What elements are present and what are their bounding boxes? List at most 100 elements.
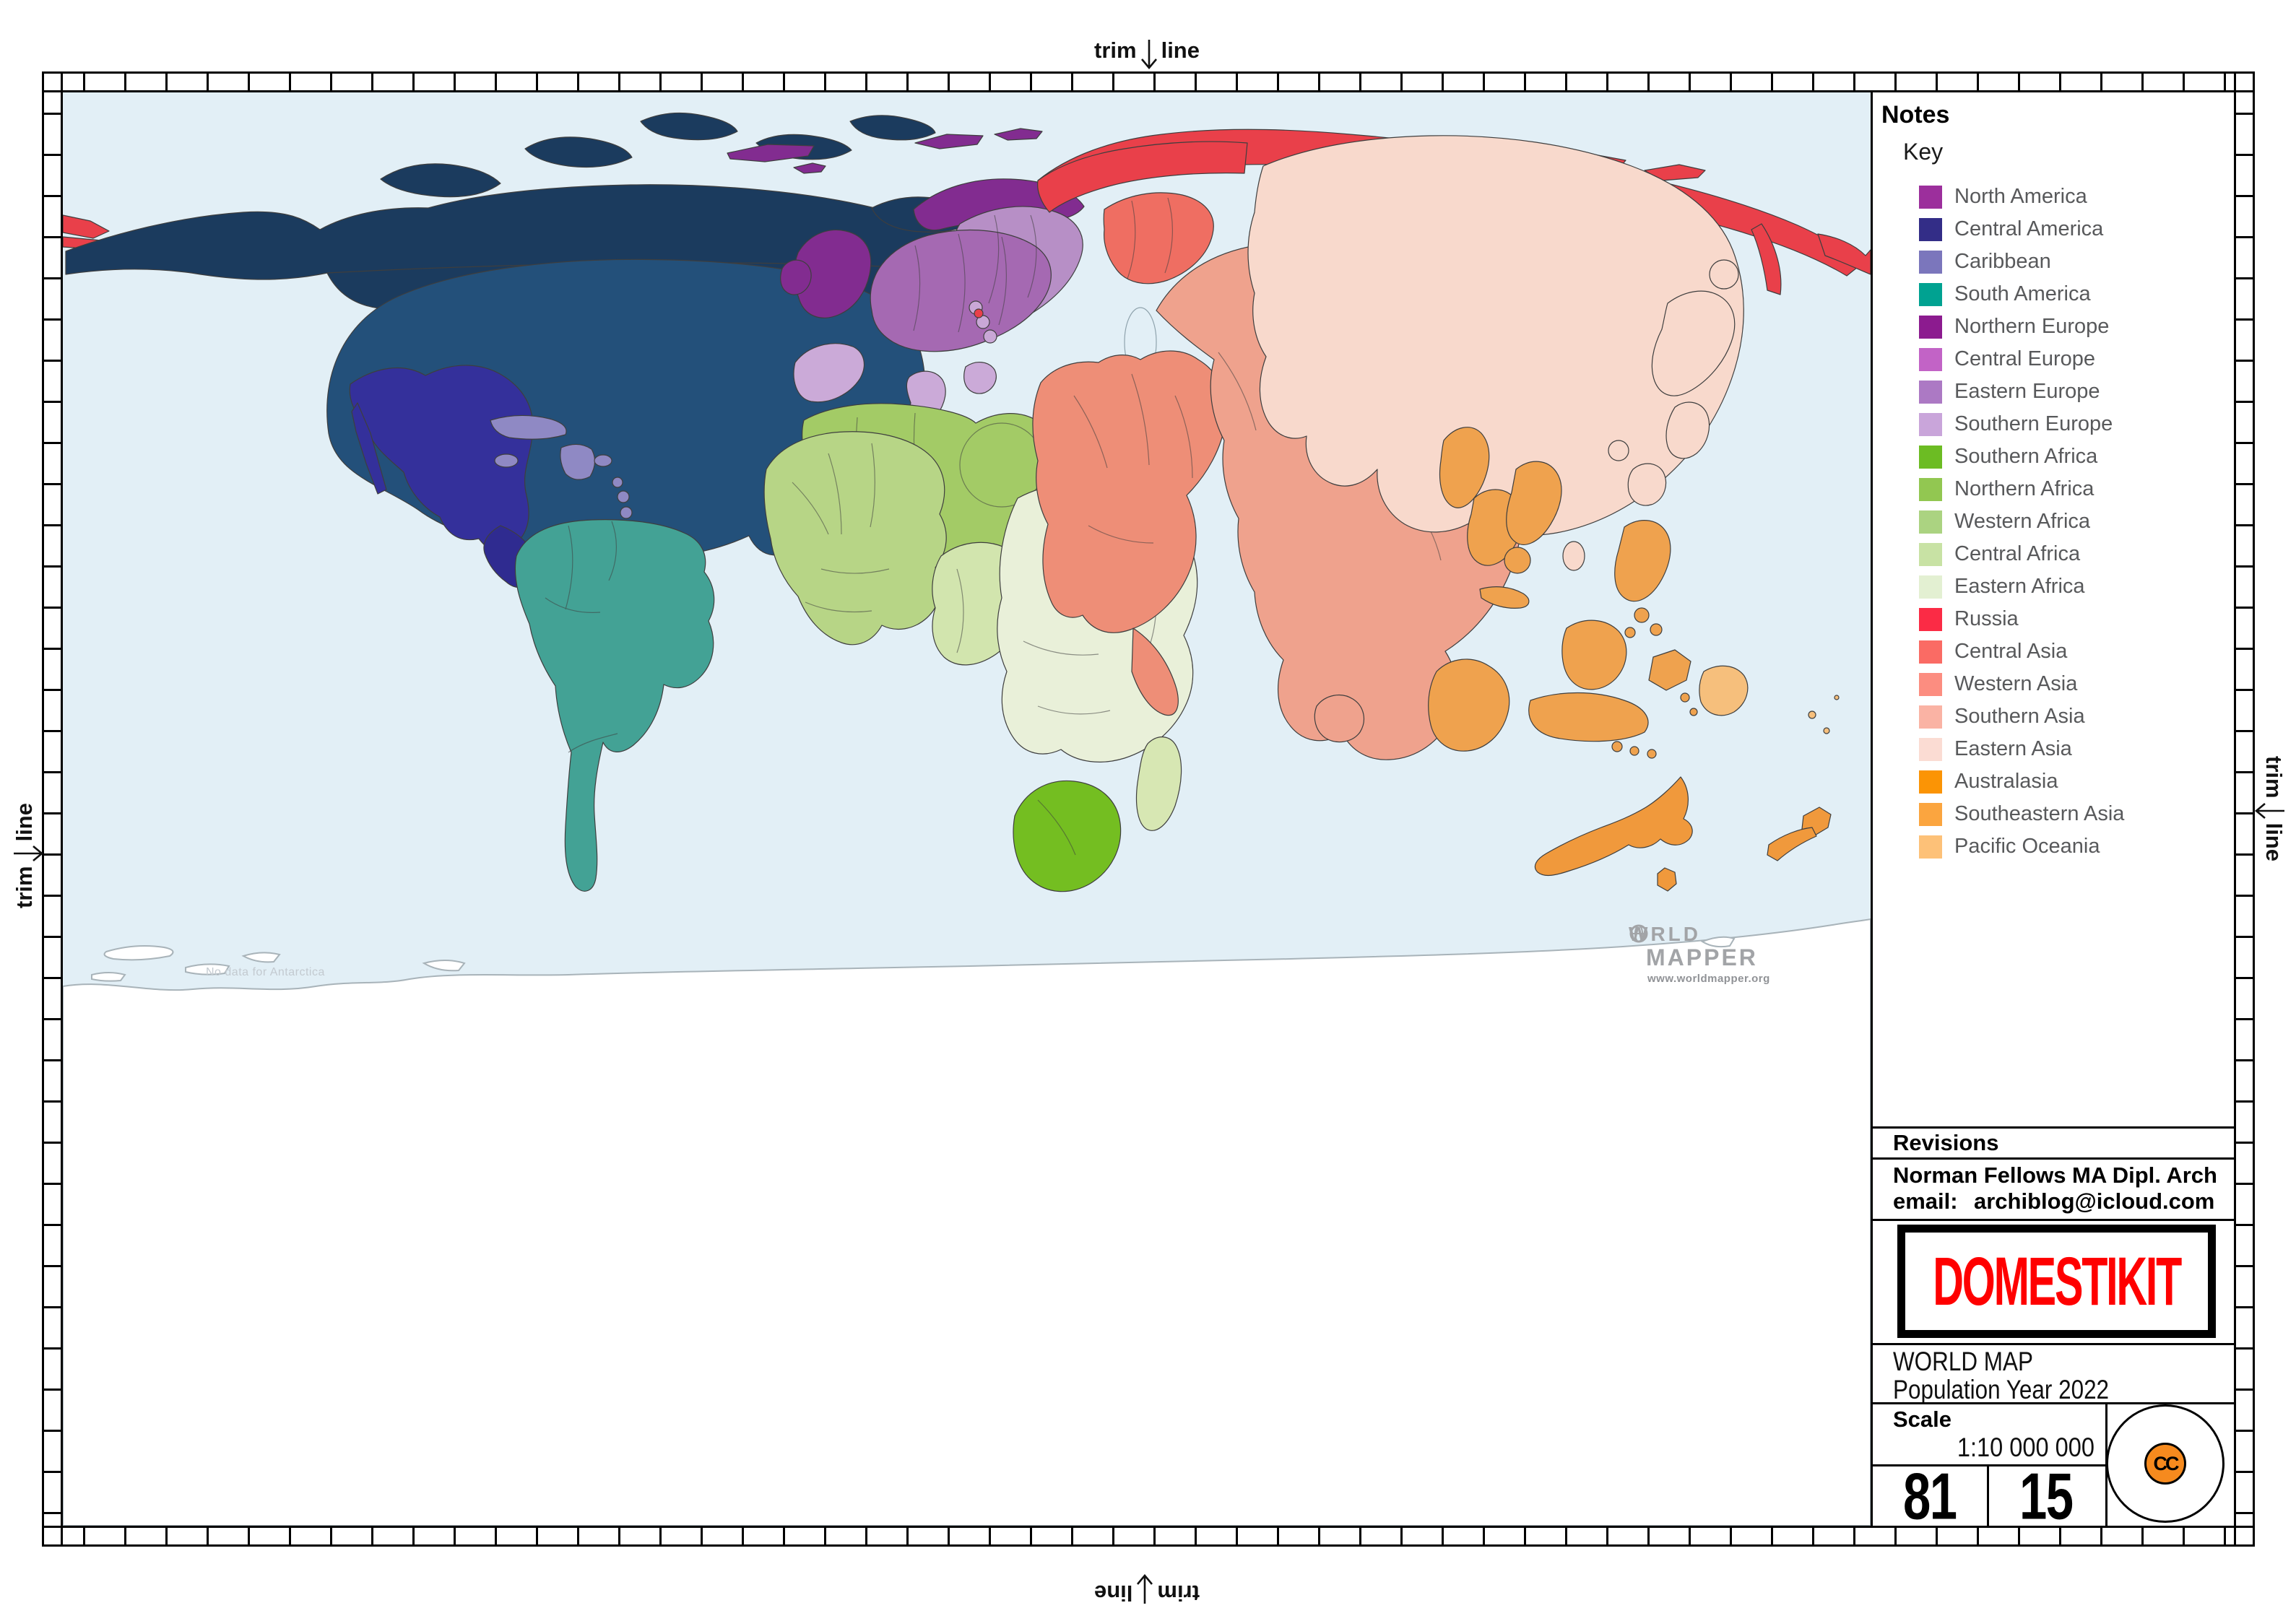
region-philippines — [1634, 607, 1650, 623]
region-cuba — [490, 414, 567, 440]
notes-panel: Notes Key North America Central America … — [1871, 92, 2236, 1532]
region-lesser-sunda — [1611, 741, 1623, 752]
legend-label: Northern Africa — [1954, 477, 2094, 500]
watermark-line2: MAPPER — [1646, 944, 1758, 970]
legend-swatch — [1919, 510, 1942, 534]
region-vietnam — [1506, 461, 1562, 545]
titleblock-divider — [1873, 1464, 2105, 1466]
legend-label: Western Africa — [1954, 510, 2091, 533]
project-title: WORLD MAP — [1893, 1347, 2033, 1376]
trim-line-label-left: trim line — [8, 803, 44, 908]
antarctic-isle — [185, 963, 230, 975]
region-taiwan — [1562, 541, 1585, 571]
legend-item: Eastern Africa — [1919, 570, 2124, 603]
antarctic-isle — [91, 972, 126, 982]
legend-label: Central America — [1954, 217, 2104, 240]
legend-item: Central Europe — [1919, 343, 2124, 375]
region-borneo — [1561, 620, 1627, 690]
region-baltics — [976, 315, 990, 329]
region-iceland — [727, 144, 815, 162]
legend-swatch — [1919, 607, 1942, 631]
trim-line-label-top: trim line — [1094, 34, 1200, 70]
region-western-asia — [1032, 350, 1227, 633]
legend-item: North America — [1919, 181, 2124, 213]
legend-swatch — [1919, 705, 1942, 729]
legend-item: Western Asia — [1919, 668, 2124, 700]
legend-label: Eastern Asia — [1954, 737, 2072, 760]
titleblock-divider — [1987, 1464, 1989, 1526]
scale-value: 1:10 000 000 — [1957, 1433, 2094, 1462]
legend-swatch — [1919, 575, 1942, 599]
region-kaliningrad — [974, 308, 984, 318]
trim-label-post: line — [2261, 822, 2287, 861]
legend-label: Southern Europe — [1954, 412, 2113, 435]
legend-label: Central Africa — [1954, 542, 2081, 565]
trim-label-pre: trim — [1157, 1581, 1200, 1606]
legend-item: Central Africa — [1919, 538, 2124, 570]
region-maluku — [1689, 708, 1698, 716]
legend-label: Eastern Africa — [1954, 575, 2085, 598]
legend-item: Eastern Asia — [1919, 733, 2124, 765]
trim-label-post: line — [1161, 38, 1200, 63]
ruler-band-left — [42, 71, 63, 1547]
watermark-url: www.worldmapper.org — [1647, 973, 1770, 985]
region-canada — [380, 163, 501, 198]
trim-line-label-right: trim line — [2254, 756, 2290, 861]
titleblock-divider — [1873, 1343, 2236, 1345]
region-russia-tail — [1817, 233, 1871, 275]
region-antilles — [617, 490, 630, 503]
legend-list: North America Central America Caribbean … — [1919, 181, 2124, 863]
region-japan — [1651, 290, 1736, 396]
cc-license-circle: CC — [2106, 1404, 2224, 1523]
legend-swatch — [1919, 445, 1942, 469]
brand-logo-box: DOMESTIKIT — [1897, 1225, 2216, 1338]
revisions-label: Revisions — [1893, 1130, 1999, 1155]
legend-label: Pacific Oceania — [1954, 835, 2100, 858]
region-central-asia — [1103, 192, 1214, 284]
legend-swatch — [1919, 412, 1942, 436]
legend-label: South America — [1954, 282, 2091, 305]
legend-label: Southeastern Asia — [1954, 802, 2125, 825]
legend-swatch — [1919, 250, 1942, 274]
titleblock-divider — [1873, 1157, 2236, 1160]
project-subtitle: Population Year 2022 — [1893, 1375, 2110, 1404]
region-sri-lanka — [1314, 694, 1365, 743]
region-madagascar — [1135, 736, 1182, 831]
region-faroe — [793, 162, 826, 174]
titleblock-divider — [1873, 1219, 2236, 1221]
region-svalbard — [914, 134, 984, 149]
author-name: Norman Fellows MA Dipl. Arch — [1893, 1162, 2217, 1188]
region-antilles — [620, 506, 633, 519]
trim-arrow-down-icon — [1137, 1573, 1153, 1604]
region-sulawesi — [1648, 649, 1691, 691]
region-png — [1699, 665, 1749, 716]
world-map-panel: No data for Antarctica W RLD MAPPER www.… — [63, 92, 1871, 1526]
region-myanmar — [1439, 427, 1490, 508]
legend-swatch — [1919, 185, 1942, 209]
legend-item: Pacific Oceania — [1919, 830, 2124, 863]
legend-swatch — [1919, 802, 1942, 826]
email-label: email: — [1893, 1188, 1958, 1214]
trim-label-pre: trim — [12, 866, 37, 908]
region-southern-africa — [1013, 780, 1122, 892]
antarctic-isle — [422, 960, 466, 972]
region-fiji — [1823, 727, 1830, 734]
legend-swatch — [1919, 380, 1942, 404]
region-antarctica — [63, 918, 1871, 1526]
region-uk — [794, 229, 872, 318]
trim-arrow-down-icon — [1140, 40, 1157, 70]
legend-swatch — [1919, 640, 1942, 664]
world-cartogram-map — [63, 92, 1871, 1526]
region-south-america — [514, 519, 715, 892]
legend-item: Northern Europe — [1919, 310, 2124, 343]
legend-item: South America — [1919, 278, 2124, 310]
ruler-band-bottom — [42, 1526, 2255, 1547]
region-malaysia — [1479, 586, 1530, 609]
legend-label: Australasia — [1954, 770, 2058, 793]
cc-badge: CC — [2144, 1443, 2186, 1485]
legend-item: Southern Europe — [1919, 408, 2124, 440]
region-australia — [1534, 776, 1693, 877]
ruler-band-top — [42, 71, 2255, 92]
region-lesser-sunda — [1629, 746, 1639, 756]
region-fiji — [1808, 710, 1816, 719]
